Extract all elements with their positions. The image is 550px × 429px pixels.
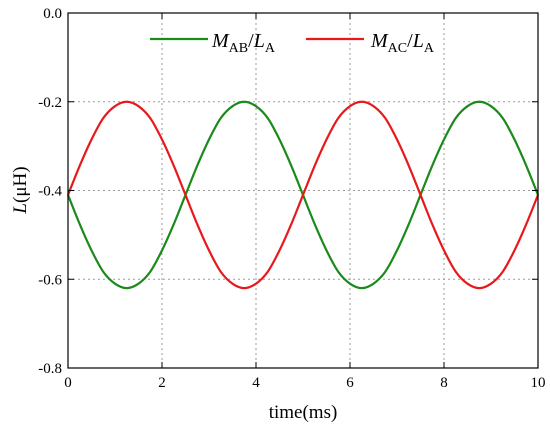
y-tick-label: -0.6 [38,272,62,288]
y-axis-label-main: L [10,203,31,215]
legend-label-mab-la: MAB/LA [211,30,276,56]
tick-layer: 0 2 4 6 8 10 0.0 -0.2 -0.4 -0.6 -0.8 [38,6,545,391]
grid-layer [68,13,538,368]
y-tick-label: -0.8 [38,361,62,377]
x-tick-label: 10 [531,375,546,391]
x-tick-label: 2 [158,375,166,391]
x-tick-label: 8 [440,375,448,391]
legend-label-mac-la: MAC/LA [370,30,435,56]
x-tick-label: 4 [252,375,260,391]
y-tick-label: -0.4 [38,184,62,200]
x-axis-label: time(ms) [269,402,338,423]
series-line-mac-la [66,100,540,290]
y-axis-label-unit: (μH) [10,166,31,203]
y-axis-label: L(μH) [10,166,31,214]
series-layer [66,100,540,290]
x-tick-label: 0 [64,375,72,391]
y-tick-label: 0.0 [43,6,62,22]
legend: MAB/LA MAC/LA [150,30,435,56]
y-tick-label: -0.2 [38,95,62,111]
x-tick-label: 6 [346,375,354,391]
